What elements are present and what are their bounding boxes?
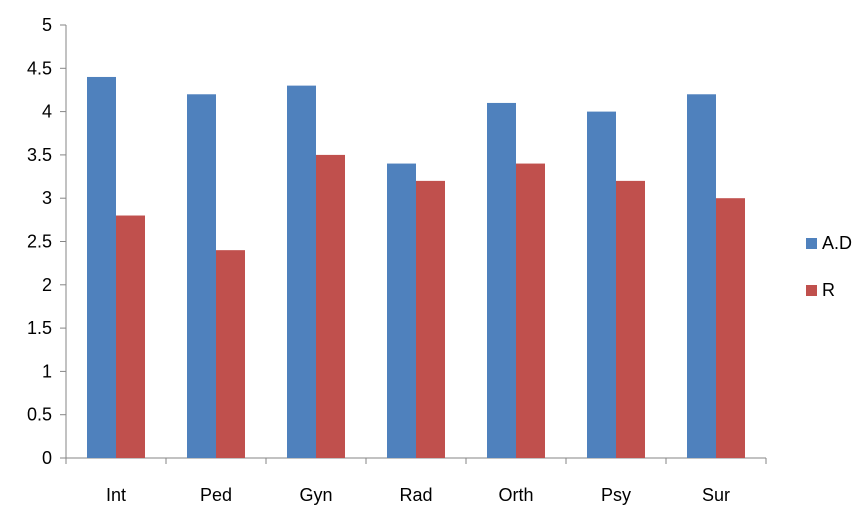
x-tick-label: Rad — [399, 485, 432, 505]
bar-ad-gyn — [287, 85, 316, 459]
y-tick-label: 4 — [42, 102, 52, 122]
y-tick-label: 4.5 — [27, 58, 52, 78]
x-tick-label: Orth — [498, 485, 533, 505]
bar-ad-rad — [387, 163, 416, 458]
bar-ad-orth — [487, 102, 516, 458]
legend-label: A.D — [822, 233, 852, 253]
bar-r-psy — [616, 180, 645, 458]
bar-ad-psy — [587, 111, 616, 458]
y-tick-label: 1.5 — [27, 318, 52, 338]
x-axis: Int Ped Gyn Rad Orth Psy Sur — [65, 457, 767, 505]
y-tick-label: 2 — [42, 275, 52, 295]
bar-r-gyn — [316, 154, 345, 458]
bar-r-sur — [716, 198, 745, 458]
legend-swatch — [806, 285, 817, 296]
y-tick-label: 3 — [42, 188, 52, 208]
legend-label: R — [822, 280, 835, 300]
bar-ad-int — [87, 76, 116, 459]
bar-r-orth — [516, 163, 545, 458]
y-tick-label: 0 — [42, 448, 52, 468]
y-tick-label: 5 — [42, 15, 52, 35]
y-tick-label: 1 — [42, 361, 52, 381]
y-tick-label: 0.5 — [27, 405, 52, 425]
y-axis: 0 0.5 1 1.5 2 2.5 3 3.5 4 4.5 5 — [27, 15, 67, 468]
bar-ad-ped — [187, 94, 216, 458]
x-tick-label: Int — [106, 485, 126, 505]
legend-swatch — [806, 238, 817, 249]
x-tick-label: Sur — [702, 485, 730, 505]
bar-ad-sur — [687, 94, 716, 458]
x-tick-label: Psy — [601, 485, 631, 505]
y-tick-label: 2.5 — [27, 232, 52, 252]
y-tick-label: 3.5 — [27, 145, 52, 165]
x-tick-label: Ped — [200, 485, 232, 505]
x-tick-label: Gyn — [299, 485, 332, 505]
bar-r-rad — [416, 180, 445, 458]
bar-r-int — [116, 215, 145, 458]
bars — [87, 76, 745, 459]
legend: A.D R — [806, 233, 852, 300]
bar-r-ped — [216, 250, 245, 458]
